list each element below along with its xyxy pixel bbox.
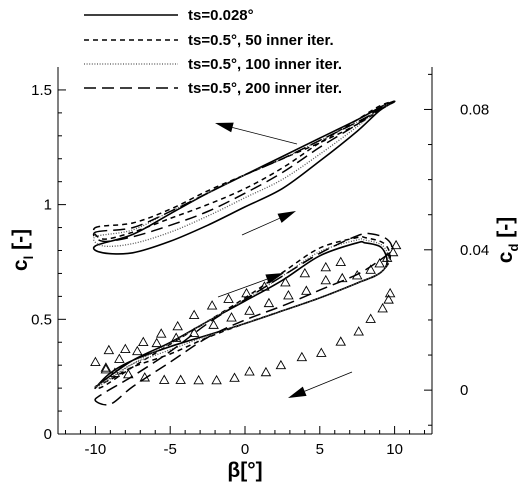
triangle-marker [211,374,222,385]
triangle-marker [155,328,167,338]
y-left-tick-label: 0 [44,426,52,443]
y-left-tick-label: 0.5 [31,311,52,328]
series-cd-line-1 [94,235,391,390]
triangle-marker [335,256,347,267]
arrow-upper-right-shaft [241,217,280,236]
triangle-marker [263,297,275,308]
triangle-marker [374,258,385,268]
triangle-marker [226,312,237,322]
triangle-marker [90,356,101,367]
triangle-marker [296,351,308,362]
triangle-marker [193,374,204,385]
series-cl-line-3 [92,100,396,243]
triangle-marker [244,305,255,315]
triangle-marker [138,336,149,347]
triangle-marker [336,272,348,283]
triangle-marker [188,309,200,320]
triangle-marker [103,344,115,355]
triangle-marker [109,367,121,377]
triangle-marker [390,239,402,250]
series-cl-line-1 [92,100,396,240]
triangle-marker [259,281,270,291]
triangle-marker [139,372,151,382]
arrow-upper-right [241,211,296,236]
triangle-marker [260,366,272,377]
triangle-marker [384,287,396,298]
x-tick-label: -10 [85,441,107,458]
triangle-marker [175,374,186,384]
y-right-tick-label: 0 [460,382,468,399]
x-tick-label: 0 [241,441,249,458]
triangle-marker [320,261,332,272]
triangle-marker [377,302,388,313]
triangle-marker [223,293,234,303]
triangle-marker [188,327,200,337]
triangle-marker [387,246,399,257]
triangle-marker [244,366,255,376]
triangle-marker [229,372,240,382]
triangle-marker [120,343,131,354]
triangle-marker [353,326,364,336]
triangle-marker [100,362,112,372]
arrow-upper-left [215,122,298,145]
triangle-marker [100,364,112,374]
arrow-upper-left-head [215,122,234,133]
triangle-marker [299,267,311,278]
triangle-marker [151,337,163,348]
x-tick-label: 5 [316,441,324,458]
triangle-marker [316,347,327,357]
triangle-marker [383,294,394,304]
legend-label-1: ts=0.5°, 50 inner iter. [188,32,334,49]
arrow-lower-left [288,371,353,398]
y-right-axis-title: cd [-] [494,217,521,263]
y-left-tick-label: 1 [44,197,52,214]
y-right-tick-label: 0.08 [460,101,489,118]
triangle-marker [114,353,125,363]
y-left-axis-title: cl [-] [9,229,36,271]
x-tick-label: 10 [386,441,403,458]
legend-label-2: ts=0.5°, 100 inner iter. [188,56,342,73]
triangle-marker [381,252,393,262]
y-right-tick-label: 0.04 [460,242,489,259]
series-cd-line-2 [94,238,390,388]
x-tick-label: -5 [164,441,177,458]
legend: ts=0.028° ts=0.5°, 50 inner iter. ts=0.5°,… [84,7,342,97]
triangle-marker [275,359,287,370]
direction-arrows [215,122,353,398]
x-axis-title: β[°] [227,459,262,482]
triangle-marker [320,274,332,285]
legend-label-3: ts=0.5°, 200 inner iter. [188,80,342,97]
triangle-marker [158,374,170,384]
axes: -10 -5 0 5 10 0 0.5 1 1.5 0 0.04 0.08 β[°] cl [-] cd [… [9,67,521,482]
triangle-marker [280,277,291,287]
legend-label-0: ts=0.028° [188,7,254,24]
triangle-marker [365,264,376,274]
triangle-marker [132,345,143,356]
triangle-marker [335,336,347,346]
arrow-lower-right [217,273,284,298]
arrow-lower-left-head [288,386,307,398]
triangle-marker [172,320,183,331]
triangle-marker [241,287,252,298]
triangle-marker [283,289,294,300]
y-left-tick-label: 1.5 [31,82,52,99]
plot-area [90,100,402,406]
triangle-marker [301,285,312,295]
series-cd-line-3 [94,232,393,406]
triangle-marker [206,300,218,310]
triangle-marker [208,319,219,329]
arrow-lower-right-head [265,273,284,284]
arrow-lower-left-shaft [304,371,353,392]
triangle-marker [365,313,376,323]
arrow-lower-right-shaft [217,278,268,298]
triangle-marker [123,368,134,379]
series-cd-line-0 [94,240,388,390]
arrow-upper-left-shaft [232,127,298,145]
arrow-upper-right-head [277,211,296,223]
triangle-marker [170,332,182,342]
triangle-marker [351,269,363,280]
